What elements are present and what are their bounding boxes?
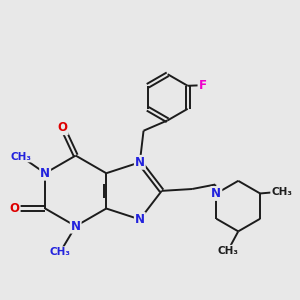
Text: N: N <box>135 213 145 226</box>
Text: N: N <box>71 220 81 233</box>
Text: N: N <box>212 187 221 200</box>
Text: CH₃: CH₃ <box>11 152 32 161</box>
Text: O: O <box>58 121 68 134</box>
Text: CH₃: CH₃ <box>50 247 70 257</box>
Text: O: O <box>10 202 20 215</box>
Text: N: N <box>135 156 145 169</box>
Text: CH₃: CH₃ <box>271 187 292 196</box>
Text: F: F <box>199 79 206 92</box>
Text: CH₃: CH₃ <box>217 246 238 256</box>
Text: N: N <box>40 167 50 180</box>
